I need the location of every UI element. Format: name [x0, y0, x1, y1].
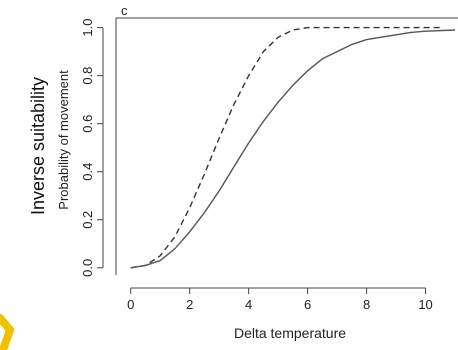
x-tick-label: 6 [304, 297, 311, 312]
y-axis: 0.0 0.2 0.4 0.6 0.8 1.0 [80, 19, 104, 277]
x-axis: 0 2 4 6 8 10 [127, 287, 433, 312]
highlight-accent-mark [0, 314, 15, 350]
panel-label: c [121, 3, 128, 18]
dashed-curve [130, 26, 441, 269]
series-layer [130, 26, 456, 269]
x-tick-label: 0 [127, 297, 134, 312]
plot-area [115, 17, 458, 275]
x-tick-label: 10 [418, 297, 432, 312]
x-axis-title: Delta temperature [234, 325, 346, 341]
y-axis-title: Probability of movement [56, 70, 71, 210]
y-tick-label: 0.8 [80, 67, 95, 85]
y-tick-label: 0.4 [80, 163, 95, 181]
y-tick-label: 0.2 [80, 211, 95, 229]
solid-curve [130, 29, 456, 269]
x-tick-label: 2 [186, 297, 193, 312]
x-tick-label: 4 [245, 297, 252, 312]
y-tick-label: 0.6 [80, 115, 95, 133]
inverse-suitability-label: Inverse suitability [28, 77, 48, 215]
x-tick-label: 8 [363, 297, 370, 312]
y-tick-label: 0.0 [80, 259, 95, 277]
y-tick-label: 1.0 [80, 19, 95, 37]
